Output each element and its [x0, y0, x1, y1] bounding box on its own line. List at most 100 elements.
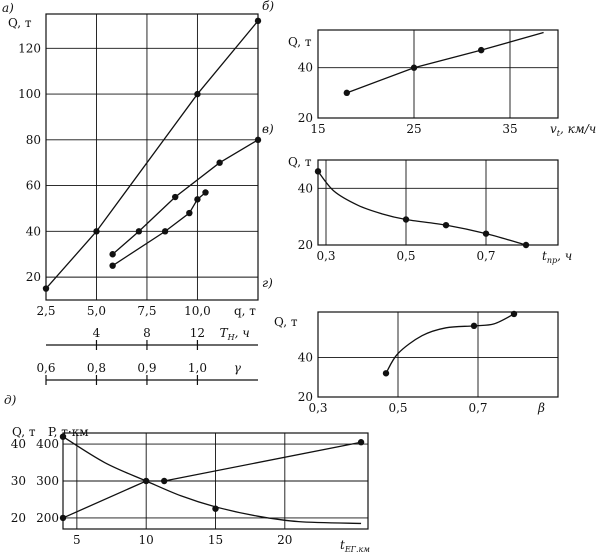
x-axis-label-sub: ЕГ.км	[344, 545, 370, 554]
x-axis-label-main: t	[340, 538, 345, 552]
x-tick-label: 5	[73, 533, 81, 547]
x-tick-label: 0,3	[316, 249, 335, 263]
chart-panel-b: б) Q, т 20 40 15 25 35 vt, км/ч	[262, 0, 596, 138]
data-point-2-3	[172, 193, 179, 201]
data-point-2-2	[135, 228, 143, 235]
x-axis-label-main: t	[542, 249, 547, 263]
panel-label: в)	[262, 122, 274, 136]
x-tick-label: 25	[406, 122, 421, 136]
data-point-2-2	[142, 477, 150, 485]
data-point-1-7	[482, 230, 490, 237]
extra-axis-label-main: T	[220, 326, 229, 340]
chart-panel-a: а)Q, т 20 40 60 80 100 120 2,5 5,0 7,5 10,0 q, т 4 8 1…	[2, 1, 262, 385]
data-point-2-3	[212, 505, 219, 512]
panel-label: д)	[4, 393, 17, 407]
data-point-2-5	[254, 136, 262, 144]
extra-axis-tick-label: 0,9	[137, 361, 156, 375]
panel-label: б)	[262, 0, 274, 13]
plot-frame	[317, 159, 559, 246]
series-1-line	[346, 31, 544, 94]
y-axis-label: Q, т	[12, 425, 36, 439]
panel-label: г)	[262, 276, 273, 290]
data-point-1-7	[510, 310, 518, 318]
y-tick-label: 120	[18, 41, 41, 55]
data-point-1-2	[93, 228, 100, 235]
y-tick-label: 30	[11, 474, 26, 488]
x-tick-label: 35	[502, 122, 517, 136]
x-tick-label: 10	[139, 533, 154, 547]
y2-tick-label: 300	[36, 474, 59, 488]
extra-axis-2-label: γ	[234, 361, 242, 375]
x-axis-label-main: v	[550, 122, 557, 136]
y-axis-label: Q, т	[288, 35, 312, 49]
data-point-1-1	[59, 514, 67, 522]
x-tick-label: 0,5	[388, 401, 407, 415]
x-axis-label-sub: t	[557, 129, 561, 138]
chart-panel-d: г) Q, т 20 40 0,3 0,5 0,7 β	[262, 276, 559, 415]
extra-axis-tick-label: 4	[93, 326, 101, 340]
x-tick-label: 5,0	[87, 304, 106, 318]
y-tick-label: 20	[11, 511, 26, 525]
y-axis-label: Q, т	[288, 155, 312, 169]
data-point-1-3	[478, 46, 485, 54]
x-axis-label-unit: , ч	[557, 249, 572, 263]
y-tick-label: 20	[26, 270, 41, 284]
data-point-3-4	[194, 196, 201, 203]
data-point-1-2	[410, 64, 418, 71]
y-tick-label: 40	[298, 61, 313, 75]
y-tick-label: 40	[298, 181, 313, 195]
data-point-2-4	[216, 159, 223, 166]
data-point-1-4	[357, 439, 365, 446]
plot-frame	[317, 311, 559, 398]
data-point-3-5	[202, 189, 209, 196]
data-point-1-3	[161, 477, 168, 485]
data-point-2-1	[59, 433, 67, 440]
y-tick-label: 40	[11, 437, 26, 451]
x-tick-label: 10,0	[184, 304, 211, 318]
panel-label: а)	[2, 1, 14, 15]
data-point-1-5	[402, 216, 410, 223]
data-point-3-3	[186, 209, 193, 217]
x-axis-label: tЕГ.км	[340, 538, 370, 554]
x-axis-label: q, т	[234, 304, 256, 318]
series-1-line	[45, 20, 259, 289]
data-point-3-1	[109, 262, 116, 269]
y-axis-label: Q, т	[8, 16, 32, 30]
extra-axis-label-unit: , ч	[235, 326, 250, 340]
x-tick-label: 20	[277, 533, 292, 547]
data-point-1-5	[470, 322, 478, 330]
extra-axis-tick-label: 0,6	[36, 361, 55, 375]
data-point-1-8	[522, 241, 530, 249]
x-tick-label: 0,3	[308, 401, 327, 415]
y-tick-label: 20	[298, 390, 313, 404]
x-tick-label: 0,5	[396, 249, 415, 263]
data-point-2-1	[109, 251, 116, 258]
y-tick-label: 60	[26, 179, 41, 193]
extra-axis-label-main: γ	[234, 361, 242, 375]
extra-axis-tick-label: 0,8	[87, 361, 106, 375]
x-tick-label: 2,5	[36, 304, 55, 318]
x-tick-label: 0,7	[468, 401, 487, 415]
series-1-line	[62, 441, 362, 519]
plot-frame	[45, 13, 259, 301]
series-1-line	[385, 313, 515, 374]
chart-panel-c: в) Q, т 20 40 0,3 0,5 0,7 tпр, ч	[262, 122, 572, 265]
y-tick-label: 40	[26, 224, 41, 238]
extra-axis-tick-label: 1,0	[188, 361, 207, 375]
y2-tick-label: 400	[36, 437, 59, 451]
x-tick-label: 15	[208, 533, 223, 547]
series-2-line	[62, 436, 362, 525]
data-point-1-4	[254, 17, 262, 25]
extra-axis-label-sub: Н	[227, 333, 236, 342]
series-1-line	[317, 170, 527, 246]
y-tick-label: 20	[298, 238, 313, 252]
x-axis-label: tпр, ч	[542, 249, 572, 265]
extra-axis-1-label: TН, ч	[220, 326, 250, 342]
y2-tick-label: 200	[36, 511, 59, 525]
x-tick-label: 0,7	[476, 249, 495, 263]
data-point-1-1	[314, 168, 322, 175]
data-point-1-6	[442, 221, 450, 229]
x-tick-label: 15	[310, 122, 325, 136]
x-axis-label: β	[537, 401, 545, 415]
